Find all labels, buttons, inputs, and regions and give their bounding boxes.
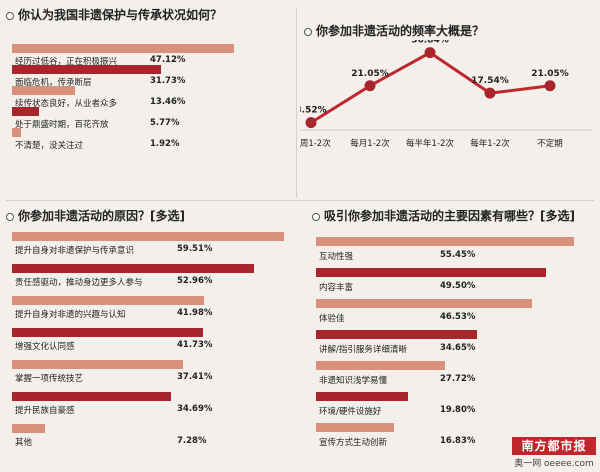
chart3-label-6: 其他 (15, 438, 33, 448)
chart4-value-2: 46.53% (440, 312, 476, 322)
chart1-value-2: 13.46% (150, 97, 186, 107)
chart4-label-6: 宣传方式生动创新 (319, 438, 388, 448)
bullet-icon (6, 213, 14, 221)
chart2-point-4 (544, 80, 556, 92)
chart2-value-4: 21.05% (531, 69, 569, 79)
chart2-category-2: 每半年1-2次 (406, 138, 454, 149)
chart4-value-1: 49.50% (440, 281, 476, 291)
chart3-value-5: 34.69% (177, 404, 213, 414)
chart1-label-1: 面临危机，传承断层 (15, 78, 92, 88)
chart3-bar-2 (12, 296, 204, 305)
newspaper-logo: 南方都市报 (512, 437, 596, 455)
chart4-value-3: 34.65% (440, 343, 476, 353)
chart4-bar-1 (316, 268, 547, 277)
chart4-bar-5 (316, 392, 409, 401)
chart4-value-0: 55.45% (440, 250, 476, 260)
chart2-value-2: 36.84% (411, 40, 449, 46)
chart3-value-2: 41.98% (177, 308, 213, 318)
horizontal-divider (6, 200, 594, 201)
chart2-category-1: 每月1-2次 (350, 138, 390, 149)
chart1-label-2: 续传状态良好，从业者众多 (15, 99, 118, 109)
chart3-bar-3 (12, 328, 203, 337)
chart3-bar-5 (12, 392, 171, 401)
chart1-label-3: 处于鼎盛时期，百花齐放 (15, 120, 109, 130)
chart1-value-0: 47.12% (150, 55, 186, 65)
chart2-point-3 (484, 87, 496, 99)
chart1-label-4: 不清楚，没关注过 (15, 141, 84, 151)
chart3-label-4: 掌握一项传统技艺 (15, 374, 84, 384)
vertical-divider (296, 8, 297, 198)
chart2-point-0 (305, 117, 317, 129)
chart4-value-5: 19.80% (440, 405, 476, 415)
chart3-value-3: 41.73% (177, 340, 213, 350)
website-logo: 奥一网 oeeee.com (514, 459, 594, 469)
chart1-bar-2 (12, 86, 76, 95)
chart3-label-1: 责任感驱动，推动身边更多人参与 (15, 278, 143, 288)
chart3-label-3: 增强文化认同感 (15, 342, 75, 352)
chart1-bar-4 (12, 128, 22, 137)
chart4-label-4: 非遗知识浅学易懂 (319, 376, 388, 386)
chart3-bar-1 (12, 264, 255, 273)
chart4-bar-4 (316, 361, 445, 370)
chart3-value-6: 7.28% (177, 436, 207, 446)
chart3-value-1: 52.96% (177, 276, 213, 286)
chart1-bars: 经历过低谷，正在积极振兴 47.12% 面临危机，传承断层 31.73% 续传状态良好，… (0, 0, 296, 200)
chart3-value-0: 59.51% (177, 244, 213, 254)
chart2-title: 你参加非遗活动的频率大概是？ (304, 22, 484, 39)
chart2-value-3: 17.54% (471, 76, 509, 86)
chart4-label-2: 体验佳 (319, 314, 345, 324)
chart3-value-4: 37.41% (177, 372, 213, 382)
chart4-label-3: 讲解/指引服务详细清晰 (319, 345, 407, 355)
chart1-bar-1 (12, 65, 162, 74)
chart2-point-2 (424, 47, 436, 59)
chart4-bar-2 (316, 299, 533, 308)
chart3-bar-4 (12, 360, 183, 369)
chart1-label-0: 经历过低谷，正在积极振兴 (15, 57, 118, 67)
chart4-title: 吸引你参加非遗活动的主要因素有哪些？[多选] (312, 207, 575, 224)
chart4-bar-3 (316, 330, 478, 339)
chart3-bar-6 (12, 424, 46, 433)
chart4-value-4: 27.72% (440, 374, 476, 384)
chart1-title: 你认为我国非遗保护与传承状况如何？ (6, 6, 222, 23)
chart4-label-5: 环境/硬件设施好 (319, 407, 382, 417)
chart1-bar-3 (12, 107, 40, 116)
chart1-value-3: 5.77% (150, 118, 180, 128)
chart2-value-0: 3.52% (300, 106, 327, 116)
chart3-label-5: 提升民族自豪感 (15, 406, 75, 416)
chart3-bars: 提升自身对非遗保护与传承意识 59.51% 责任感驱动，推动身边更多人参与 52.96… (12, 232, 284, 448)
chart4-label-0: 互动性强 (319, 252, 354, 262)
chart4-bar-6 (316, 423, 395, 432)
chart2-line-chart: 3.52% 每周1-2次 21.05% 每月1-2次 36.84% 每半年1-2次 17.5… (300, 40, 592, 149)
chart1-value-1: 31.73% (150, 76, 186, 86)
chart2-category-4: 不定期 (537, 138, 563, 149)
chart3-label-2: 提升自身对非遗的兴趣与认知 (15, 310, 126, 320)
chart3-title: 你参加非遗活动的原因？[多选] (6, 207, 185, 224)
chart2-point-1 (364, 80, 376, 92)
chart4-bar-0 (316, 237, 574, 246)
chart2-category-3: 每年1-2次 (470, 138, 510, 149)
chart3-label-0: 提升自身对非遗保护与传承意识 (15, 246, 135, 256)
bullet-icon (304, 28, 312, 36)
chart4-value-6: 16.83% (440, 436, 476, 446)
chart3-bar-0 (12, 232, 284, 241)
chart2-category-0: 每周1-2次 (300, 138, 331, 149)
chart2-value-1: 21.05% (351, 69, 389, 79)
chart4-label-1: 内容丰富 (319, 283, 354, 293)
chart1-value-4: 1.92% (150, 139, 180, 149)
bullet-icon (6, 12, 14, 20)
chart1-bar-0 (12, 44, 234, 53)
bullet-icon (312, 213, 320, 221)
